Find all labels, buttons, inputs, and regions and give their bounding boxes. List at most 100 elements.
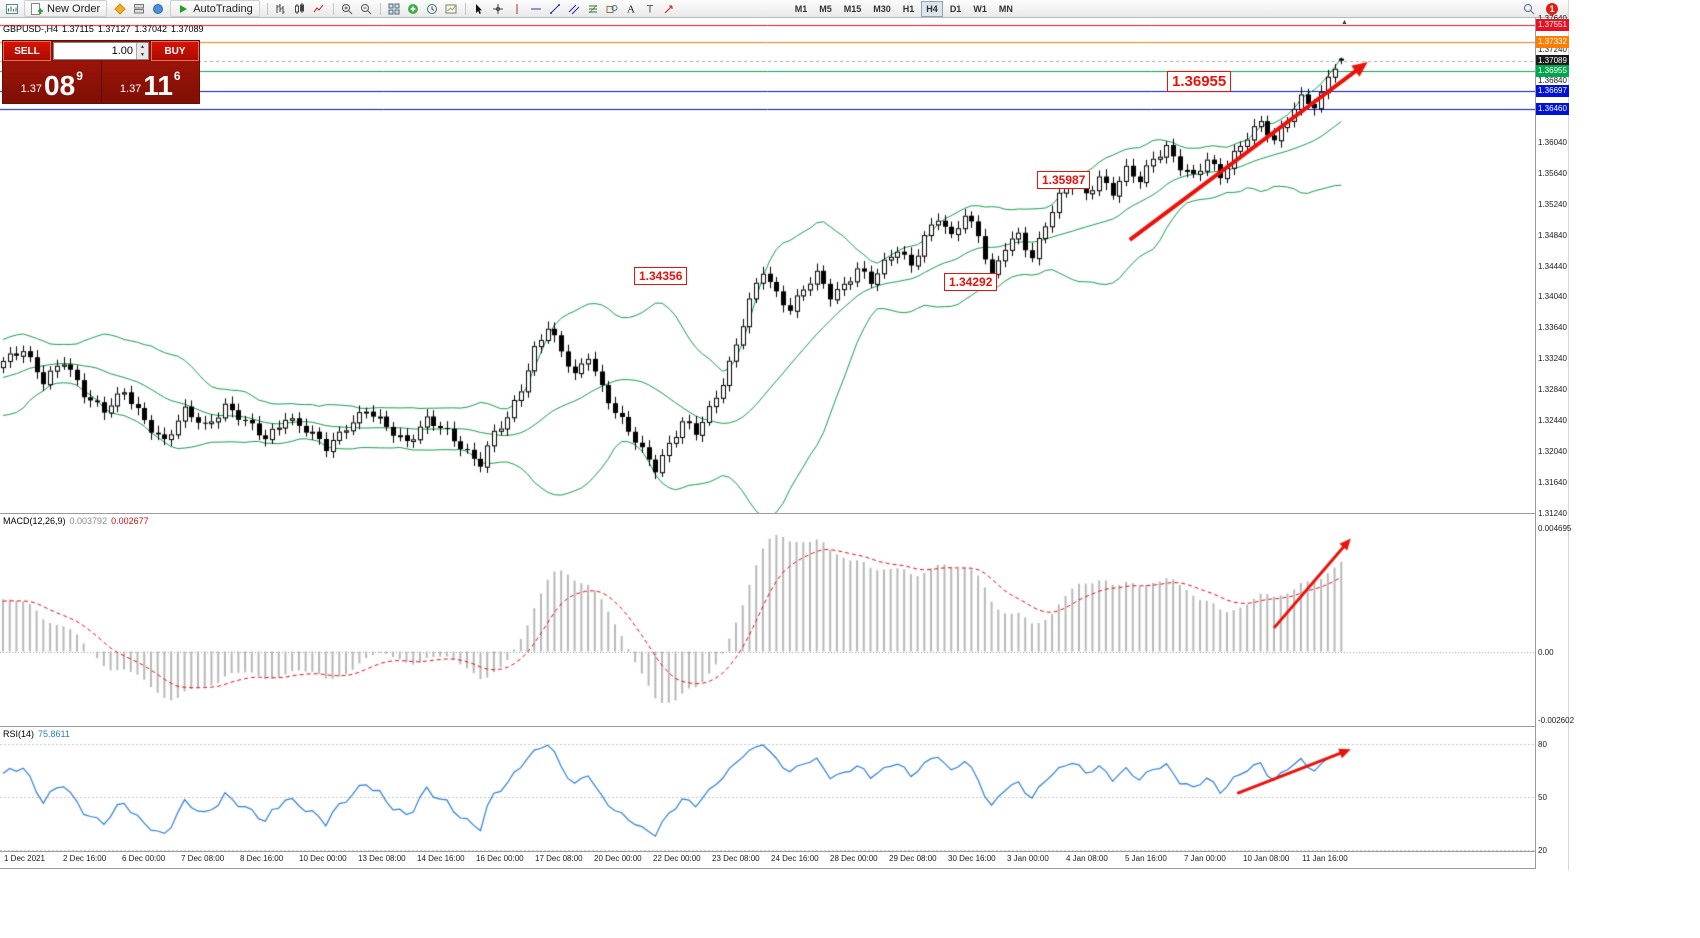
time-axis-label: 17 Dec 08:00 [535, 854, 583, 863]
macd-canvas[interactable] [0, 514, 1535, 726]
price-axis-label: 1.34040 [1538, 292, 1567, 302]
virtual-hosting-icon[interactable] [129, 1, 148, 16]
pane-separator[interactable] [0, 726, 1568, 727]
price-chart-canvas[interactable] [0, 18, 1535, 513]
shapes-icon[interactable] [603, 1, 622, 16]
time-axis-label: 1 Dec 2021 [4, 854, 45, 863]
pane-separator[interactable] [0, 513, 1568, 514]
time-axis[interactable]: 1 Dec 2021 2 Dec 16:00 6 Dec 00:00 7 Dec 08… [0, 852, 1535, 868]
volume-input[interactable]: 1.00 ▲ ▼ [53, 42, 149, 60]
trade-panel-prices: 1.37 08 9 1.37 11 6 [3, 61, 199, 103]
price-axis-label: 1.33240 [1538, 354, 1567, 364]
pane-separator [0, 851, 1568, 852]
autotrading-icon [180, 4, 188, 13]
timeframe-m30-button[interactable]: M30 [873, 3, 891, 14]
sell-price-button[interactable]: 1.37 08 9 [3, 61, 101, 103]
market-icon[interactable] [148, 1, 167, 16]
buy-price-sup: 6 [173, 69, 181, 83]
annotation-box[interactable]: 1.35987 [1037, 171, 1091, 189]
text-label-icon[interactable]: T [641, 1, 660, 16]
macd-main-value: 0.003792 [69, 516, 108, 526]
mql5-community-icon[interactable] [110, 1, 129, 16]
macd-axis-label: 0.00 [1538, 647, 1554, 657]
rsi-axis-label: 80 [1538, 740, 1547, 749]
vertical-line-icon[interactable] [508, 1, 527, 16]
candlestick-chart-icon[interactable] [291, 1, 310, 16]
tile-windows-icon[interactable] [385, 1, 404, 16]
toolbar: New Order AutoTrading A T M1 M5 M15 M3 [0, 0, 1568, 18]
new-order-icon [31, 2, 43, 15]
autotrading-button[interactable]: AutoTrading [170, 0, 260, 17]
period-converter-icon[interactable] [423, 1, 442, 16]
time-axis-label: 10 Jan 08:00 [1243, 854, 1290, 863]
notification-badge[interactable]: 1 [1546, 2, 1558, 15]
time-axis-label: 28 Dec 00:00 [830, 854, 878, 863]
sell-button[interactable]: SELL [3, 41, 51, 61]
horizontal-line-icon[interactable] [527, 1, 546, 16]
time-axis-label: 8 Dec 16:00 [240, 854, 284, 863]
rsi-canvas[interactable] [0, 727, 1535, 851]
new-chart-icon[interactable] [2, 1, 21, 16]
trade-panel-controls: SELL 1.00 ▲ ▼ BUY [3, 41, 199, 61]
price-axis-label: 1.32040 [1538, 447, 1567, 457]
volume-value: 1.00 [111, 45, 133, 57]
text-icon[interactable]: A [622, 1, 641, 16]
svg-text:T: T [647, 3, 654, 15]
timeframe-h1-button[interactable]: H1 [902, 3, 915, 14]
templates-icon[interactable] [442, 1, 461, 16]
timeframe-mn-button[interactable]: MN [998, 3, 1013, 14]
chart-shift-marker-icon[interactable]: ▲ [1341, 19, 1348, 26]
add-indicator-icon[interactable] [404, 1, 423, 16]
zoom-in-icon[interactable] [338, 1, 357, 16]
zoom-out-icon[interactable] [357, 1, 376, 16]
arrows-icon[interactable] [660, 1, 679, 16]
bar-chart-icon[interactable] [272, 1, 291, 16]
timeframe-m15-button[interactable]: M15 [843, 3, 862, 14]
price-axis-label: 1.34440 [1538, 261, 1567, 271]
timeframe-m5-button[interactable]: M5 [819, 3, 832, 14]
channel-icon[interactable] [565, 1, 584, 16]
rsi-axis-label: 20 [1538, 846, 1547, 855]
buy-price-button[interactable]: 1.37 11 6 [102, 61, 200, 103]
volume-stepper[interactable]: ▲ ▼ [136, 43, 148, 59]
price-axis-label: 1.33640 [1538, 323, 1567, 333]
annotation-box[interactable]: 1.36955 [1167, 71, 1232, 92]
buy-price-big: 11 [143, 70, 173, 101]
timeframe-m1-button[interactable]: M1 [794, 3, 808, 14]
time-axis-label: 6 Dec 00:00 [122, 854, 166, 863]
sell-price-big: 08 [44, 70, 76, 101]
stepper-up-icon[interactable]: ▲ [137, 43, 148, 51]
new-order-button[interactable]: New Order [24, 0, 108, 17]
rsi-name: RSI(14) [3, 729, 35, 739]
timeframe-w1-button[interactable]: W1 [973, 3, 987, 14]
autotrading-label: AutoTrading [193, 2, 253, 15]
window-bottom-edge [0, 868, 1568, 869]
toolbar-separator [266, 2, 268, 15]
ohlc-high: 1.37127 [97, 24, 131, 34]
time-axis-label: 24 Dec 16:00 [771, 854, 819, 863]
line-chart-icon[interactable] [310, 1, 329, 16]
search-icon[interactable] [1519, 1, 1538, 16]
price-axis-label: 1.32440 [1538, 416, 1567, 426]
timeframe-d1-button[interactable]: D1 [949, 3, 962, 14]
one-click-trading-panel: SELL 1.00 ▲ ▼ BUY 1.37 08 9 [2, 40, 200, 104]
time-axis-label: 11 Jan 16:00 [1302, 854, 1348, 863]
stepper-down-icon[interactable]: ▼ [137, 51, 148, 59]
ohlc-low: 1.37042 [134, 24, 167, 34]
buy-button[interactable]: BUY [151, 41, 199, 61]
trendline-icon[interactable] [546, 1, 565, 16]
crosshair-icon[interactable] [489, 1, 508, 16]
fibonacci-icon[interactable] [584, 1, 603, 16]
price-axis[interactable]: 1.376401.372401.368401.364401.360401.356… [1535, 14, 1574, 869]
timeframe-group: M1 M5 M15 M30 H1 H4 D1 W1 MN [789, 0, 1019, 17]
cursor-icon[interactable] [470, 1, 489, 16]
price-axis-label: 1.35240 [1538, 199, 1567, 209]
toolbar-separator [332, 2, 334, 15]
chart-symbol-ohlc: GBPUSD-,H4 1.37115 1.37127 1.37042 1.37089 [3, 24, 208, 34]
macd-pane: MACD(12,26,9) 0.003792 0.002677 [0, 514, 1535, 726]
macd-signal-value: 0.002677 [111, 516, 149, 526]
annotation-box[interactable]: 1.34292 [944, 273, 998, 291]
annotation-box[interactable]: 1.34356 [634, 267, 688, 285]
timeframe-h4-button[interactable]: H4 [921, 0, 943, 17]
time-axis-label: 7 Jan 00:00 [1184, 854, 1226, 863]
